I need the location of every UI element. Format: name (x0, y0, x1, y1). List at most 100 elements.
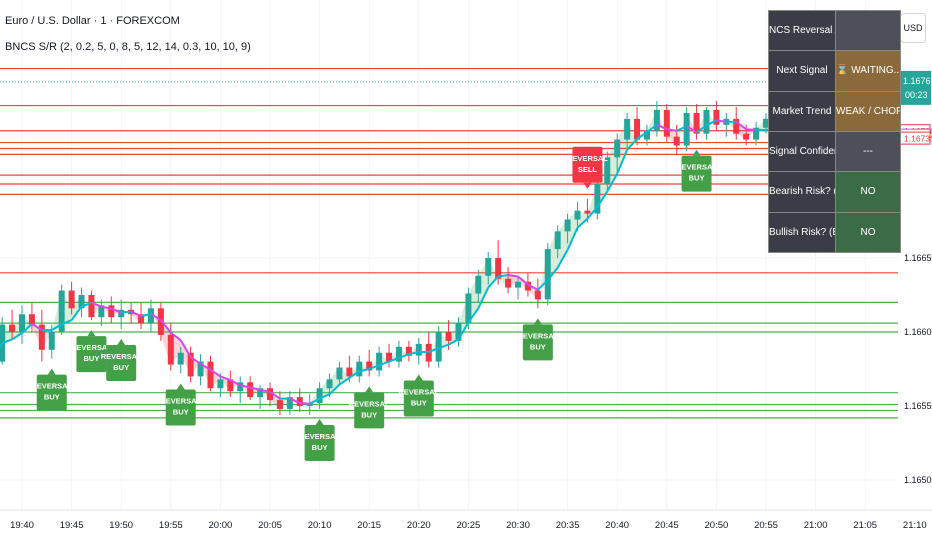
reversal-buy-label: REVERSAL BUY (101, 339, 142, 382)
reversal-buy-label: REVERSAL BUY (160, 383, 202, 426)
candle-body (495, 258, 502, 279)
candle-body (187, 352, 194, 377)
price-axis: 1.16650 1.16600 1.16550 1.16500 1.16769 00:23… (898, 0, 932, 550)
trend-line-segment (309, 397, 321, 405)
table-title: NCS Reversal Analysi (768, 9, 836, 52)
reversal-buy-label: REVERSAL BUY (31, 368, 73, 411)
table-row-label: Bearish Risk? (Sell) (768, 171, 836, 213)
trend-line-segment (319, 393, 330, 400)
price-tag-countdown: 00:23 (905, 90, 928, 100)
time-tick-label: 20:45 (655, 520, 679, 531)
candle-body (693, 112, 700, 134)
signal-text: REVERSAL (31, 382, 72, 391)
candle-body (753, 127, 760, 140)
trend-line-segment (240, 384, 251, 389)
candle-body (58, 290, 65, 332)
candle-body (28, 314, 35, 325)
trend-line-segment (388, 356, 400, 363)
trend-line-segment (706, 119, 717, 127)
trend-line-segment (101, 305, 112, 310)
trend-line-segment (348, 370, 360, 379)
trend-line-segment (200, 362, 211, 371)
trend-line-segment (209, 368, 221, 378)
table-row-value: ⌛ WAITING... (835, 50, 901, 92)
signal-text: REVERSAL (71, 343, 112, 352)
candle-body (336, 367, 343, 380)
trend-line-segment (299, 402, 310, 405)
trend-line-segment (359, 368, 370, 373)
signal-text: BUY (84, 354, 100, 363)
candle-body (237, 382, 244, 392)
trend-line-segment (676, 125, 688, 132)
trend-line-segment (249, 386, 261, 391)
candle-body (713, 110, 720, 125)
signal-box (572, 146, 603, 183)
trend-line-segment (378, 360, 390, 367)
candle-body (356, 361, 363, 377)
candle-body (98, 305, 105, 318)
trend-line-segment (229, 379, 241, 387)
candle-body (733, 118, 740, 134)
candle-body (147, 308, 154, 324)
trend-line-segment (438, 343, 449, 350)
candle-body (267, 388, 273, 401)
signal-arrow (176, 383, 185, 390)
candle-body (48, 332, 55, 350)
candle-body (405, 346, 412, 356)
signal-text: SELL (578, 165, 598, 174)
trend-line-segment (576, 218, 589, 229)
signal-box (681, 155, 712, 192)
trend-line-segment (408, 351, 420, 356)
trend-line-segment (428, 347, 439, 353)
price-tick-label: 1.16550 (904, 401, 932, 411)
trend-line-segment (566, 227, 579, 251)
signal-arrow (583, 182, 592, 189)
table-row: Bullish Risk? (Buy) NO (768, 211, 901, 254)
candle-body (703, 110, 710, 134)
time-tick-label: 20:00 (209, 520, 233, 531)
trend-line-segment (517, 275, 529, 286)
candle-body (604, 157, 611, 184)
candle-body (118, 309, 125, 318)
signal-box (36, 374, 67, 411)
candle-body (624, 118, 631, 140)
table-row-value: NO (835, 211, 901, 254)
candle-body (584, 210, 591, 214)
signal-text: BUY (44, 393, 60, 402)
currency-button[interactable]: USD (900, 13, 926, 43)
trend-line-segment (121, 310, 132, 314)
price-tag-text: 1.16731 (904, 134, 932, 144)
candle-body (207, 361, 214, 389)
candle-body (316, 388, 323, 404)
trend-line-segment (31, 323, 43, 331)
signal-text: BUY (411, 399, 427, 408)
trend-line-segment (666, 128, 677, 132)
indicator-label[interactable]: BNCS S/R (2, 0.2, 5, 0, 8, 5, 12, 14, 0.… (5, 41, 251, 53)
signal-text: REVERSAL (160, 396, 201, 405)
signal-text: REVERSAL (567, 154, 608, 163)
time-tick-label: 20:30 (506, 520, 530, 531)
trend-line-segment (477, 287, 490, 309)
candle-body (78, 295, 85, 309)
signal-text: REVERSAL (349, 399, 390, 408)
candle-body (88, 295, 95, 318)
candle-body (177, 352, 184, 365)
candle-body (395, 346, 402, 362)
candle-body (643, 130, 650, 140)
trend-line-segment (81, 301, 92, 308)
table-header-row: NCS Reversal Analysi (768, 9, 901, 52)
candle-body (138, 314, 145, 324)
signal-arrow (692, 149, 701, 156)
symbol-title: Euro / U.S. Dollar · 1 · FOREXCOM (5, 15, 180, 27)
signal-text: REVERSAL (676, 163, 717, 172)
signal-text: BUY (173, 407, 189, 416)
trend-line-segment (457, 321, 470, 340)
candle-body (564, 219, 571, 232)
candle-body (227, 379, 234, 392)
trend-line-segment (61, 319, 72, 326)
signal-text: REVERSAL (398, 388, 439, 397)
candle-body (485, 258, 492, 276)
candle-body (366, 361, 373, 371)
trend-line-segment (11, 332, 23, 341)
candle-body (475, 275, 482, 294)
